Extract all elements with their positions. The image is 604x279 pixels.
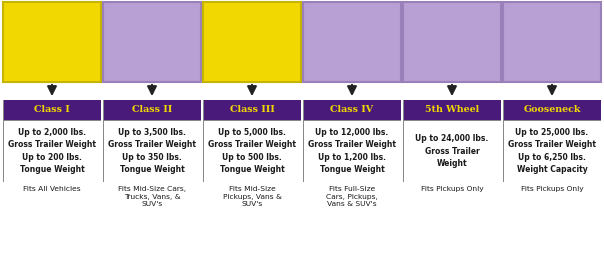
Bar — [103, 121, 201, 182]
Text: Fits All Vehicles: Fits All Vehicles — [23, 186, 81, 192]
Bar — [403, 100, 501, 120]
Text: Class II: Class II — [132, 105, 172, 114]
Text: Up to 12,000 lbs.
Gross Trailer Weight
Up to 1,200 lbs.
Tongue Weight: Up to 12,000 lbs. Gross Trailer Weight U… — [308, 128, 396, 174]
Bar — [204, 121, 301, 182]
Bar — [503, 100, 601, 182]
Bar — [403, 121, 501, 182]
Text: Fits Pickups Only: Fits Pickups Only — [521, 186, 583, 192]
Bar — [403, 100, 501, 182]
Text: Gooseneck: Gooseneck — [523, 105, 580, 114]
Bar — [303, 121, 400, 182]
Bar — [103, 100, 201, 182]
Bar — [504, 100, 600, 120]
Text: Fits Pickups Only: Fits Pickups Only — [420, 186, 483, 192]
Bar — [204, 100, 301, 120]
Text: Up to 5,000 lbs.
Gross Trailer Weight
Up to 500 lbs.
Tongue Weight: Up to 5,000 lbs. Gross Trailer Weight Up… — [208, 128, 296, 174]
Text: Fits Mid-Size Cars,
Trucks, Vans, &
SUV's: Fits Mid-Size Cars, Trucks, Vans, & SUV'… — [118, 186, 186, 208]
Text: Fits Mid-Size
Pickups, Vans &
SUV's: Fits Mid-Size Pickups, Vans & SUV's — [222, 186, 281, 208]
Bar — [203, 100, 301, 182]
Text: 5th Wheel: 5th Wheel — [425, 105, 479, 114]
Bar — [3, 2, 101, 82]
Bar — [103, 100, 201, 120]
Text: Fits Full-Size
Cars, Pickups,
Vans & SUV's: Fits Full-Size Cars, Pickups, Vans & SUV… — [326, 186, 378, 208]
Text: Class III: Class III — [230, 105, 274, 114]
Bar — [503, 2, 601, 82]
Bar — [504, 121, 600, 182]
Bar — [303, 100, 400, 120]
Text: Up to 25,000 lbs.
Gross Trailer Weight
Up to 6,250 lbs.
Weight Capacity: Up to 25,000 lbs. Gross Trailer Weight U… — [508, 128, 596, 174]
Text: Up to 2,000 lbs.
Gross Trailer Weight
Up to 200 lbs.
Tongue Weight: Up to 2,000 lbs. Gross Trailer Weight Up… — [8, 128, 96, 174]
Bar — [303, 100, 401, 182]
Text: Up to 24,000 lbs.
Gross Trailer
Weight: Up to 24,000 lbs. Gross Trailer Weight — [416, 134, 489, 168]
Text: Class IV: Class IV — [330, 105, 373, 114]
Bar — [403, 2, 501, 82]
Bar — [3, 100, 101, 182]
Bar — [103, 2, 201, 82]
Text: Class I: Class I — [34, 105, 70, 114]
Bar — [303, 2, 401, 82]
Text: Up to 3,500 lbs.
Gross Trailer Weight
Up to 350 lbs.
Tongue Weight: Up to 3,500 lbs. Gross Trailer Weight Up… — [108, 128, 196, 174]
Bar — [4, 121, 100, 182]
Bar — [4, 100, 100, 120]
Bar — [203, 2, 301, 82]
